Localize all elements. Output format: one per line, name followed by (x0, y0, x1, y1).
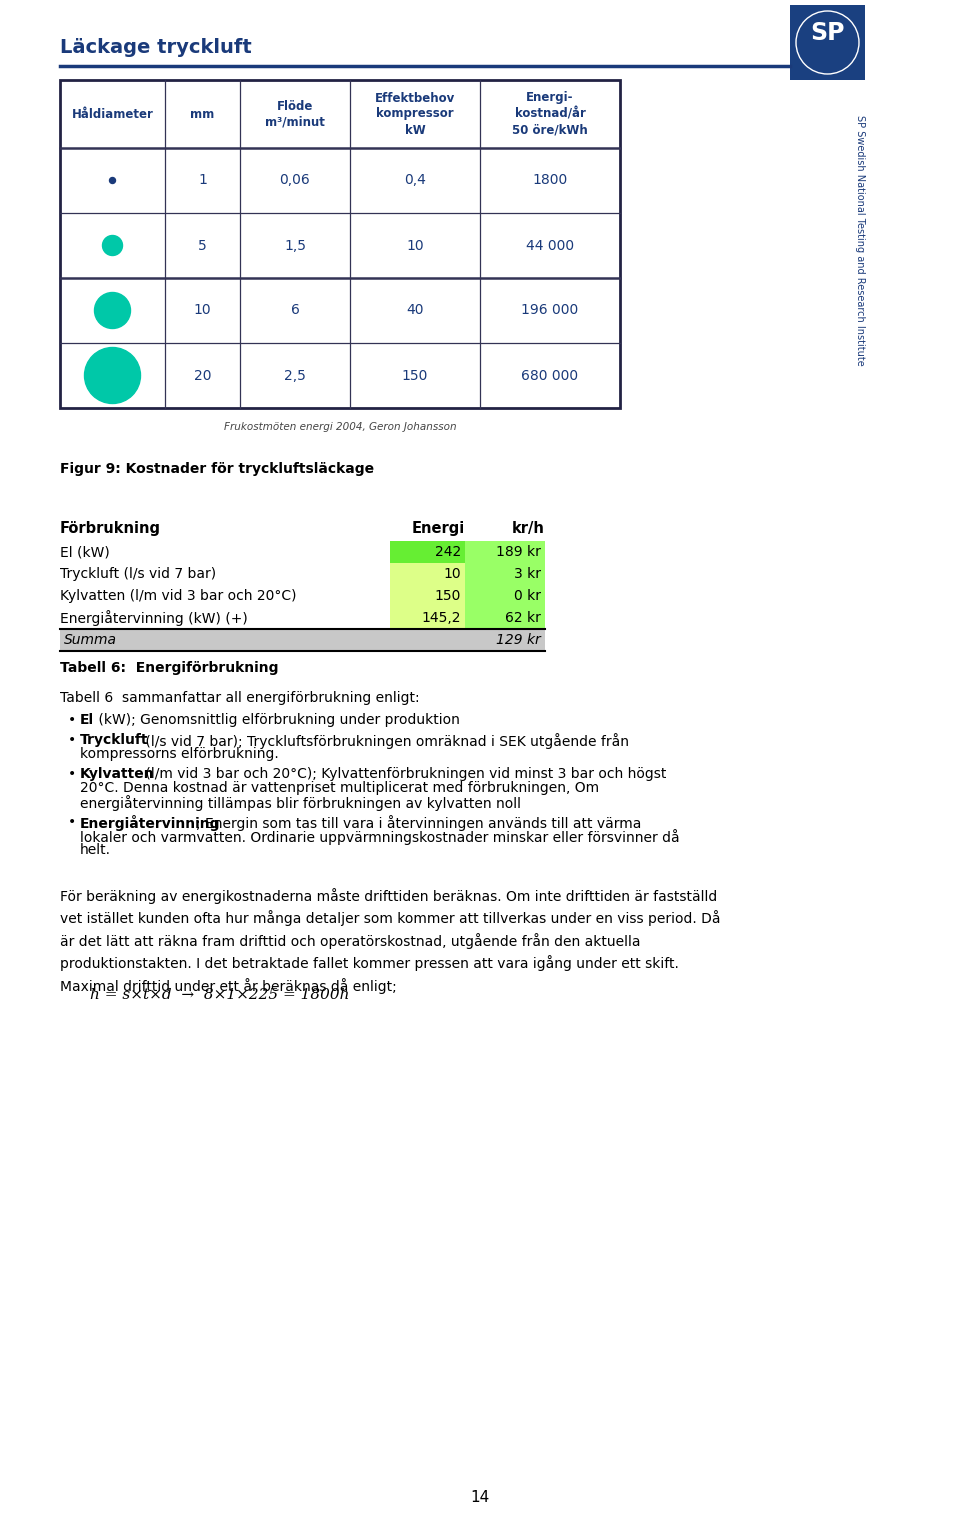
Text: Kylvatten: Kylvatten (80, 767, 155, 781)
Text: Figur 9: Kostnader för tryckluftsläckage: Figur 9: Kostnader för tryckluftsläckage (60, 461, 374, 477)
Text: 150: 150 (435, 589, 461, 604)
Text: 40: 40 (406, 304, 423, 318)
Text: 3 kr: 3 kr (514, 567, 541, 581)
Text: 2,5: 2,5 (284, 369, 306, 383)
FancyBboxPatch shape (390, 542, 465, 563)
Text: helt.: helt. (80, 843, 111, 856)
Text: 1800: 1800 (533, 174, 567, 188)
Text: 0,4: 0,4 (404, 174, 426, 188)
Text: 0,06: 0,06 (279, 174, 310, 188)
Text: ; Energin som tas till vara i återvinningen används till att värma: ; Energin som tas till vara i återvinnin… (196, 816, 641, 831)
Text: •: • (68, 816, 76, 829)
Text: Tryckluft: Tryckluft (80, 732, 149, 747)
Text: Frukostmöten energi 2004, Geron Johansson: Frukostmöten energi 2004, Geron Johansso… (224, 422, 456, 433)
Text: 10: 10 (194, 304, 211, 318)
Text: El (kW): El (kW) (60, 545, 109, 558)
Text: Energi: Energi (412, 522, 465, 537)
Text: 20°C. Denna kostnad är vattenpriset multiplicerat med förbrukningen, Om: 20°C. Denna kostnad är vattenpriset mult… (80, 781, 599, 794)
Text: El: El (80, 713, 94, 728)
Text: SP: SP (810, 21, 845, 45)
Text: 129 kr: 129 kr (496, 632, 541, 648)
Text: •: • (68, 767, 76, 781)
FancyBboxPatch shape (465, 542, 545, 563)
Text: 10: 10 (444, 567, 461, 581)
Text: 20: 20 (194, 369, 211, 383)
FancyBboxPatch shape (790, 5, 865, 80)
Text: Energiåtervinning: Energiåtervinning (80, 816, 221, 831)
Text: energiåtervinning tillämpas blir förbrukningen av kylvatten noll: energiåtervinning tillämpas blir förbruk… (80, 794, 521, 811)
FancyBboxPatch shape (465, 607, 545, 629)
Text: 189 kr: 189 kr (496, 545, 541, 558)
FancyBboxPatch shape (390, 563, 465, 586)
Text: Effektbehov
kompressor
kW: Effektbehov kompressor kW (374, 91, 455, 136)
Circle shape (84, 348, 140, 404)
Text: 242: 242 (435, 545, 461, 558)
Text: •: • (68, 713, 76, 728)
Text: (l/s vid 7 bar); Tryckluftsförbrukningen omräknad i SEK utgående från: (l/s vid 7 bar); Tryckluftsförbrukningen… (141, 732, 629, 749)
Text: Läckage tryckluft: Läckage tryckluft (60, 38, 252, 57)
FancyBboxPatch shape (390, 586, 465, 607)
Text: 5: 5 (198, 239, 206, 253)
FancyBboxPatch shape (60, 629, 545, 651)
Text: 150: 150 (402, 369, 428, 383)
Text: kr/h: kr/h (512, 522, 545, 537)
Text: 680 000: 680 000 (521, 369, 579, 383)
Text: Tabell 6:  Energiförbrukning: Tabell 6: Energiförbrukning (60, 661, 278, 675)
Text: (l/m vid 3 bar och 20°C); Kylvattenförbrukningen vid minst 3 bar och högst: (l/m vid 3 bar och 20°C); Kylvattenförbr… (141, 767, 666, 781)
Circle shape (103, 236, 123, 256)
FancyBboxPatch shape (390, 607, 465, 629)
Text: 10: 10 (406, 239, 423, 253)
Text: Flöde
m³/minut: Flöde m³/minut (265, 100, 324, 129)
Text: Tabell 6  sammanfattar all energiförbrukning enligt:: Tabell 6 sammanfattar all energiförbrukn… (60, 691, 420, 705)
Text: 0 kr: 0 kr (514, 589, 541, 604)
Text: Energiåtervinning (kW) (+): Energiåtervinning (kW) (+) (60, 610, 248, 626)
FancyBboxPatch shape (60, 80, 620, 409)
Text: h = s×t×d  →  8×1×225 = 1800h: h = s×t×d → 8×1×225 = 1800h (90, 988, 349, 1002)
Text: 1: 1 (198, 174, 207, 188)
Text: mm: mm (190, 107, 215, 121)
Text: Förbrukning: Förbrukning (60, 522, 161, 537)
Text: Håldiameter: Håldiameter (72, 107, 154, 121)
Text: Tryckluft (l/s vid 7 bar): Tryckluft (l/s vid 7 bar) (60, 567, 216, 581)
Circle shape (94, 292, 131, 328)
Text: (kW); Genomsnittlig elförbrukning under produktion: (kW); Genomsnittlig elförbrukning under … (93, 713, 460, 728)
Circle shape (109, 177, 115, 183)
Text: Kylvatten (l/m vid 3 bar och 20°C): Kylvatten (l/m vid 3 bar och 20°C) (60, 589, 297, 604)
Text: 62 kr: 62 kr (505, 611, 541, 625)
Text: lokaler och varmvatten. Ordinarie uppvärmningskostnader minskar eller försvinner: lokaler och varmvatten. Ordinarie uppvär… (80, 829, 680, 844)
Text: 14: 14 (470, 1490, 490, 1505)
Text: Summa: Summa (64, 632, 117, 648)
FancyBboxPatch shape (465, 586, 545, 607)
Text: kompressorns elförbrukning.: kompressorns elförbrukning. (80, 747, 278, 761)
FancyBboxPatch shape (465, 563, 545, 586)
Text: 6: 6 (291, 304, 300, 318)
Text: 1,5: 1,5 (284, 239, 306, 253)
Text: SP Swedish National Testing and Research Institute: SP Swedish National Testing and Research… (855, 115, 865, 365)
Text: Energi-
kostnad/år
50 öre/kWh: Energi- kostnad/år 50 öre/kWh (512, 91, 588, 136)
Text: 145,2: 145,2 (421, 611, 461, 625)
Text: •: • (68, 732, 76, 747)
Text: 44 000: 44 000 (526, 239, 574, 253)
Text: 196 000: 196 000 (521, 304, 579, 318)
Text: För beräkning av energikostnaderna måste drifttiden beräknas. Om inte drifttiden: För beräkning av energikostnaderna måste… (60, 888, 721, 994)
